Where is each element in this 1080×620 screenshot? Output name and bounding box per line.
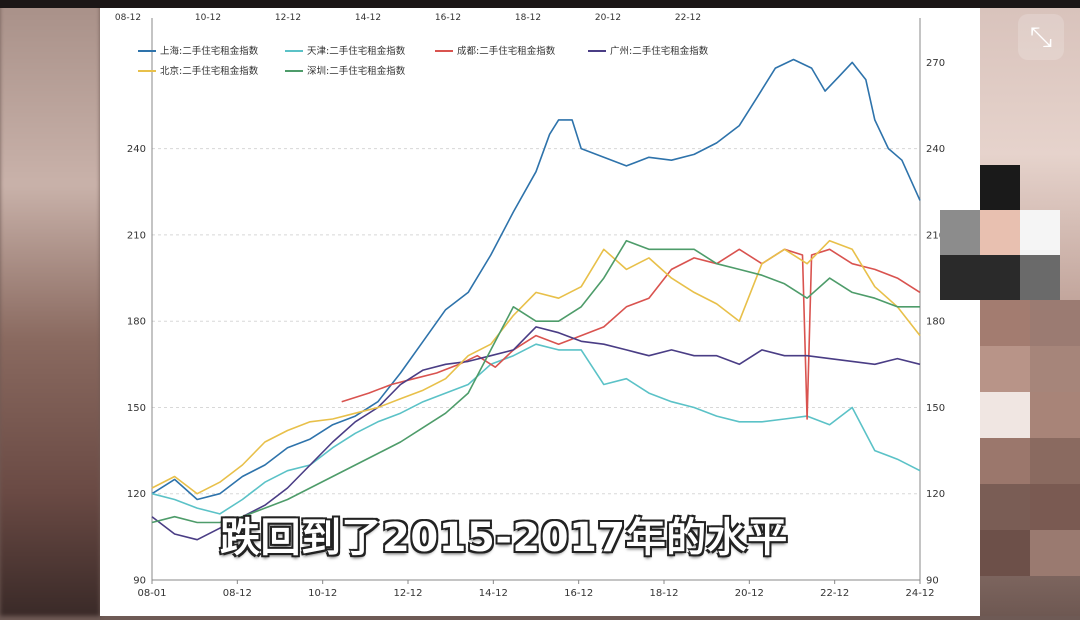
x-tick-label-bottom: 24-12 [905, 588, 934, 599]
legend-label: 天津:二手住宅租金指数 [307, 45, 406, 57]
legend-label: 成都:二手住宅租金指数 [457, 45, 556, 57]
x-tick-label-bottom: 08-01 [137, 588, 166, 599]
series-line [151, 326, 921, 541]
x-tick-label-bottom: 16-12 [564, 588, 593, 599]
series-line [151, 58, 921, 501]
y-tick-label-left: 90 [133, 576, 146, 587]
rent-index-chart: 90 120 150 180 210 240 90 120 150 180 210 240 270 0… [115, 13, 945, 599]
x-tick-label-top: 20-12 [595, 13, 621, 23]
y-tick-label-left: 210 [127, 230, 146, 241]
series-line [151, 343, 921, 515]
y-tick-label-left: 240 [127, 144, 146, 155]
y-tick-label-right: 180 [926, 317, 945, 328]
series-lines [151, 58, 921, 541]
x-tick-label-top: 14-12 [355, 13, 381, 23]
y-tick-label-right: 240 [926, 144, 945, 155]
x-tick-label-top: 22-12 [675, 13, 701, 23]
y-axis-right-ticks: 90 120 150 180 210 240 270 [926, 58, 945, 587]
x-axis-top-ticks: 08-12 10-12 12-12 14-12 16-12 18-12 20-12 22-12 [115, 13, 701, 23]
x-tick-label-top: 16-12 [435, 13, 461, 23]
x-tick-label-bottom: 08-12 [223, 588, 252, 599]
chart-panel: 90 120 150 180 210 240 90 120 150 180 210 240 270 0… [100, 8, 980, 616]
y-tick-label-right: 210 [926, 230, 945, 241]
mosaic-blur [940, 165, 1060, 300]
x-tick-label-bottom: 18-12 [649, 588, 678, 599]
axes [151, 18, 921, 581]
y-tick-label-left: 180 [127, 317, 146, 328]
legend-label: 上海:二手住宅租金指数 [160, 45, 259, 57]
x-tick-label-top: 18-12 [515, 13, 541, 23]
x-tick-label-bottom: 12-12 [393, 588, 422, 599]
x-tick-label-bottom: 22-12 [820, 588, 849, 599]
background-left [0, 0, 100, 616]
y-tick-label-right: 120 [926, 489, 945, 500]
legend-label: 北京:二手住宅租金指数 [160, 65, 259, 77]
y-axis-left-ticks: 90 120 150 180 210 240 [127, 144, 146, 586]
compress-arrows-icon[interactable]: ⤡ [1018, 14, 1064, 60]
series-line [151, 239, 921, 495]
x-axis-bottom-ticks: 08-01 08-12 10-12 12-12 14-12 16-12 18-12 20-12… [137, 580, 935, 599]
chart-legend: 上海:二手住宅租金指数 天津:二手住宅租金指数 成都:二手住宅租金指数 广州:二手住宅… [138, 45, 709, 77]
series-line [151, 239, 920, 524]
y-tick-label-left: 150 [127, 403, 146, 414]
x-tick-label-top: 08-12 [115, 13, 141, 23]
x-tick-label-bottom: 20-12 [735, 588, 764, 599]
x-tick-label-top: 10-12 [195, 13, 221, 23]
x-tick-label-top: 12-12 [275, 13, 301, 23]
mosaic-blur-lower [980, 300, 1080, 600]
y-tick-label-right: 270 [926, 58, 945, 69]
video-subtitle: 跌回到了2015-2017年的水平 [220, 515, 788, 561]
top-bar [0, 0, 1080, 8]
y-tick-label-right: 90 [926, 576, 939, 587]
y-tick-label-left: 120 [127, 489, 146, 500]
legend-label: 广州:二手住宅租金指数 [610, 45, 709, 57]
legend-label: 深圳:二手住宅租金指数 [307, 65, 406, 77]
y-tick-label-right: 150 [926, 403, 945, 414]
x-tick-label-bottom: 10-12 [308, 588, 337, 599]
x-tick-label-bottom: 14-12 [479, 588, 508, 599]
